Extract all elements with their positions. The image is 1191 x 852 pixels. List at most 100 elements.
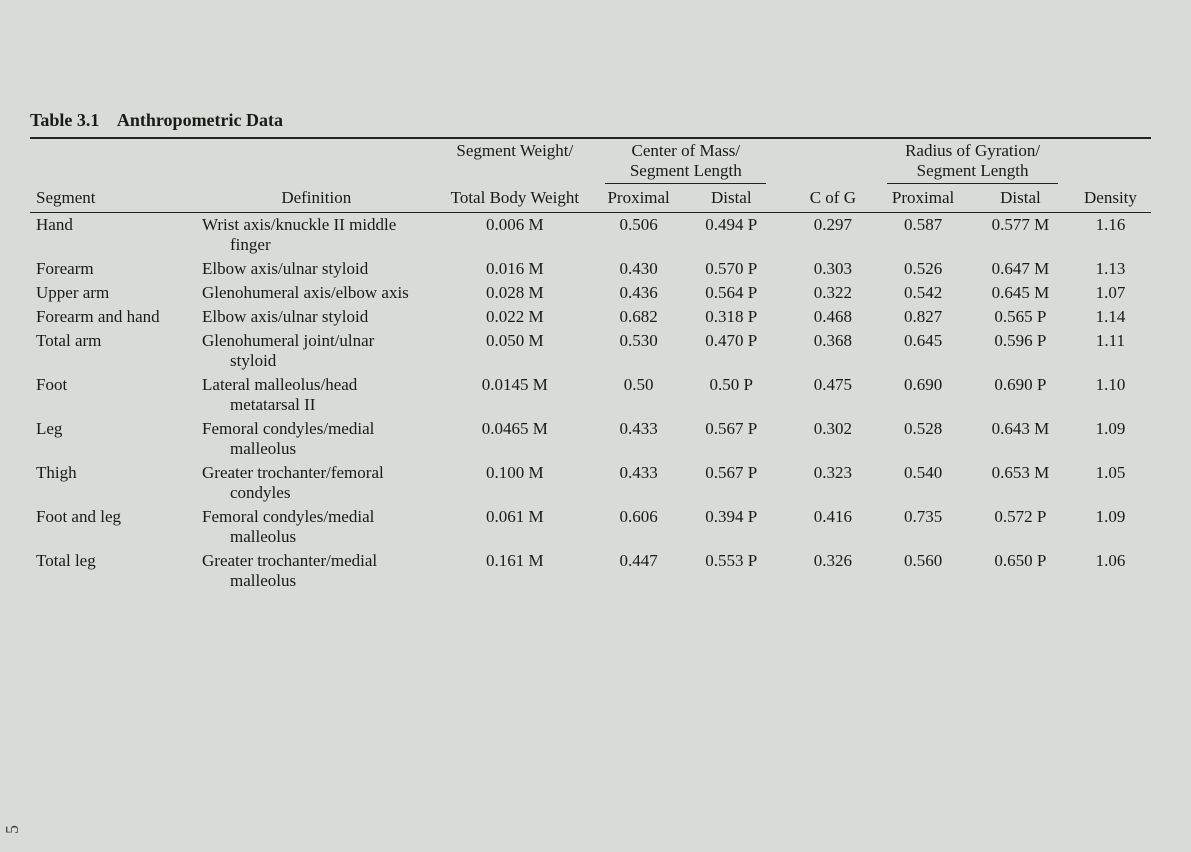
cell-com-proximal: 0.447 xyxy=(593,549,684,593)
cell-segment-weight: 0.028 M xyxy=(437,281,594,305)
cell-rog-cofg: 0.326 xyxy=(778,549,875,593)
header-rog-l1: Radius of Gyration/ xyxy=(905,141,1040,160)
cell-segment-weight: 0.161 M xyxy=(437,549,594,593)
table-row: Total armGlenohumeral joint/ulnarstyloid… xyxy=(30,329,1151,373)
header-rog-proximal: Proximal xyxy=(875,186,971,213)
cell-rog-proximal: 0.560 xyxy=(875,549,971,593)
cell-density: 1.05 xyxy=(1070,461,1151,505)
cell-rog-cofg: 0.322 xyxy=(778,281,875,305)
cell-rog-proximal: 0.587 xyxy=(875,213,971,258)
cell-rog-cofg: 0.297 xyxy=(778,213,875,258)
cell-rog-distal: 0.647 M xyxy=(971,257,1070,281)
cell-density: 1.16 xyxy=(1070,213,1151,258)
header-com-distal: Distal xyxy=(684,186,778,213)
header-segment: Segment xyxy=(30,186,196,213)
cell-segment: Leg xyxy=(30,417,196,461)
cell-com-proximal: 0.433 xyxy=(593,461,684,505)
cell-segment: Foot and leg xyxy=(30,505,196,549)
cell-rog-cofg: 0.303 xyxy=(778,257,875,281)
cell-rog-distal: 0.596 P xyxy=(971,329,1070,373)
cell-density: 1.07 xyxy=(1070,281,1151,305)
cell-rog-cofg: 0.302 xyxy=(778,417,875,461)
cell-rog-distal: 0.653 M xyxy=(971,461,1070,505)
header-segment-weight-l1: Segment Weight/ xyxy=(437,139,594,186)
corner-page-number: 5 xyxy=(2,825,23,834)
cell-segment: Forearm xyxy=(30,257,196,281)
cell-rog-cofg: 0.323 xyxy=(778,461,875,505)
cell-com-distal: 0.318 P xyxy=(684,305,778,329)
cell-segment: Upper arm xyxy=(30,281,196,305)
cell-rog-cofg: 0.468 xyxy=(778,305,875,329)
cell-segment-weight: 0.061 M xyxy=(437,505,594,549)
cell-density: 1.13 xyxy=(1070,257,1151,281)
cell-definition: Femoral condyles/medialmalleolus xyxy=(196,417,437,461)
header-com-proximal: Proximal xyxy=(593,186,684,213)
cell-com-proximal: 0.506 xyxy=(593,213,684,258)
table-row: Total legGreater trochanter/medialmalleo… xyxy=(30,549,1151,593)
header-com-l2: Segment Length xyxy=(630,161,742,180)
cell-segment: Forearm and hand xyxy=(30,305,196,329)
cell-rog-proximal: 0.735 xyxy=(875,505,971,549)
cell-com-distal: 0.50 P xyxy=(684,373,778,417)
cell-rog-distal: 0.690 P xyxy=(971,373,1070,417)
cell-com-proximal: 0.430 xyxy=(593,257,684,281)
table-row: Foot and legFemoral condyles/medialmalle… xyxy=(30,505,1151,549)
cell-segment: Hand xyxy=(30,213,196,258)
cell-density: 1.06 xyxy=(1070,549,1151,593)
cell-density: 1.09 xyxy=(1070,417,1151,461)
cell-rog-distal: 0.577 M xyxy=(971,213,1070,258)
header-com-spanner: Center of Mass/ Segment Length xyxy=(593,139,778,186)
table-row: Upper armGlenohumeral axis/elbow axis0.0… xyxy=(30,281,1151,305)
table-body: HandWrist axis/knuckle II middlefinger0.… xyxy=(30,213,1151,594)
cell-segment-weight: 0.016 M xyxy=(437,257,594,281)
cell-density: 1.14 xyxy=(1070,305,1151,329)
caption-number: Table 3.1 xyxy=(30,110,99,130)
caption-title: Anthropometric Data xyxy=(117,110,283,130)
cell-rog-distal: 0.645 M xyxy=(971,281,1070,305)
header-com-l1: Center of Mass/ xyxy=(632,141,741,160)
cell-com-distal: 0.494 P xyxy=(684,213,778,258)
cell-segment-weight: 0.0145 M xyxy=(437,373,594,417)
cell-definition: Glenohumeral axis/elbow axis xyxy=(196,281,437,305)
cell-com-distal: 0.553 P xyxy=(684,549,778,593)
cell-rog-proximal: 0.645 xyxy=(875,329,971,373)
cell-density: 1.11 xyxy=(1070,329,1151,373)
cell-segment-weight: 0.022 M xyxy=(437,305,594,329)
cell-density: 1.10 xyxy=(1070,373,1151,417)
anthropometric-table: Segment Weight/ Center of Mass/ Segment … xyxy=(30,139,1151,593)
page: Table 3.1 Anthropometric Data Segment We… xyxy=(0,0,1191,593)
cell-rog-cofg: 0.416 xyxy=(778,505,875,549)
cell-definition: Femoral condyles/medialmalleolus xyxy=(196,505,437,549)
cell-com-distal: 0.567 P xyxy=(684,461,778,505)
cell-com-distal: 0.570 P xyxy=(684,257,778,281)
cell-definition: Elbow axis/ulnar styloid xyxy=(196,257,437,281)
cell-segment: Thigh xyxy=(30,461,196,505)
cell-definition: Greater trochanter/femoralcondyles xyxy=(196,461,437,505)
cell-segment: Total leg xyxy=(30,549,196,593)
cell-segment-weight: 0.050 M xyxy=(437,329,594,373)
table-row: LegFemoral condyles/medialmalleolus0.046… xyxy=(30,417,1151,461)
header-row-columns: Segment Definition Total Body Weight Pro… xyxy=(30,186,1151,213)
cell-com-proximal: 0.530 xyxy=(593,329,684,373)
cell-rog-distal: 0.572 P xyxy=(971,505,1070,549)
cell-segment: Foot xyxy=(30,373,196,417)
cell-rog-proximal: 0.526 xyxy=(875,257,971,281)
cell-com-proximal: 0.682 xyxy=(593,305,684,329)
cell-com-proximal: 0.50 xyxy=(593,373,684,417)
header-segment-weight-l2: Total Body Weight xyxy=(437,186,594,213)
cell-definition: Elbow axis/ulnar styloid xyxy=(196,305,437,329)
cell-segment: Total arm xyxy=(30,329,196,373)
header-rog-l2: Segment Length xyxy=(917,161,1029,180)
cell-segment-weight: 0.0465 M xyxy=(437,417,594,461)
header-definition: Definition xyxy=(196,186,437,213)
table-caption: Table 3.1 Anthropometric Data xyxy=(30,110,1151,131)
header-rog-distal: Distal xyxy=(971,186,1070,213)
table-row: HandWrist axis/knuckle II middlefinger0.… xyxy=(30,213,1151,258)
cell-rog-distal: 0.643 M xyxy=(971,417,1070,461)
table-row: Forearm and handElbow axis/ulnar styloid… xyxy=(30,305,1151,329)
cell-rog-distal: 0.565 P xyxy=(971,305,1070,329)
cell-rog-proximal: 0.542 xyxy=(875,281,971,305)
cell-rog-proximal: 0.540 xyxy=(875,461,971,505)
cell-rog-proximal: 0.827 xyxy=(875,305,971,329)
cell-segment-weight: 0.006 M xyxy=(437,213,594,258)
